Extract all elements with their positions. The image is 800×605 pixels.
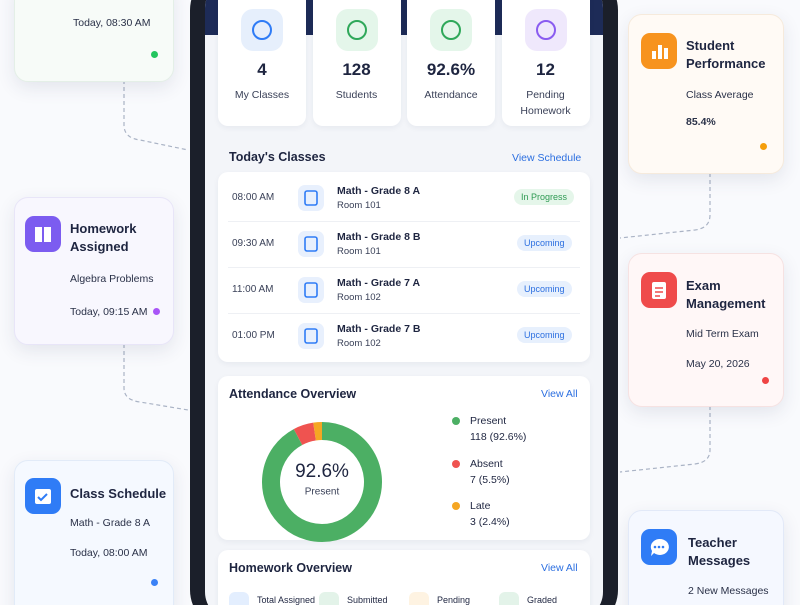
stat-icon (241, 9, 283, 51)
section-title: Attendance Overview (229, 387, 357, 401)
activity-card: Today, 08:30 AM (14, 0, 174, 82)
card-title: Teacher Messages (688, 535, 751, 568)
class-icon (298, 231, 324, 257)
card-icon (641, 33, 677, 69)
row-divider (228, 221, 580, 222)
stat-value: 4 (257, 60, 267, 79)
stat-label: Students (335, 89, 378, 101)
card-date: May 20, 2026 (686, 358, 750, 370)
class-room: Room 101 (337, 200, 381, 211)
card-time: Today, 08:30 AM (73, 17, 151, 29)
card-detail: Algebra Problems (70, 273, 154, 285)
stat-value: 12 (536, 60, 555, 79)
legend-name: Late (470, 500, 491, 512)
legend-value: 7 (5.5%) (470, 473, 510, 486)
view-link[interactable]: View Schedule (512, 152, 582, 164)
homework-label: Total Assigned (257, 595, 316, 605)
homework-panel (218, 550, 590, 605)
card-time: Today, 08:00 AM (70, 547, 148, 559)
info-card: Exam Management Mid Term Exam May 20, 20… (628, 253, 784, 407)
donut-segment (262, 422, 382, 542)
class-time: 01:00 PM (232, 330, 275, 341)
stat-label: Attendance (424, 89, 478, 101)
legend-name: Present (470, 415, 507, 427)
homework-label: Graded (527, 595, 558, 605)
class-time: 09:30 AM (232, 238, 275, 249)
card-title: Homework Assigned (70, 221, 137, 254)
view-link[interactable]: View All (541, 562, 578, 574)
status-dot (762, 377, 769, 384)
class-name: Math - Grade 8 B (337, 231, 421, 243)
class-room: Room 102 (337, 338, 381, 349)
status-badge[interactable]: In Progress (514, 189, 575, 205)
stat-icon (430, 9, 472, 51)
legend-dot (452, 502, 460, 510)
stat-label: Pending Homework (520, 89, 571, 117)
row-divider (228, 313, 580, 314)
activity-card: Class Schedule Math - Grade 8 A Today, 0… (14, 460, 174, 605)
card-icon (25, 216, 61, 252)
legend-value: 3 (2.4%) (470, 516, 510, 528)
info-card: Teacher Messages 2 New Messages (628, 510, 784, 605)
homework-icon (229, 592, 249, 605)
donut-segment (293, 422, 317, 446)
class-name: Math - Grade 7 B (337, 323, 421, 335)
class-room: Room 101 (337, 246, 381, 257)
donut-segment (313, 422, 323, 441)
card-detail: Math - Grade 8 A (70, 517, 150, 529)
stat-icon (524, 9, 567, 51)
legend-dot (452, 417, 460, 425)
card-title: Class Schedule (70, 486, 167, 501)
class-name: Math - Grade 7 A (337, 277, 421, 289)
homework-icon (319, 592, 339, 605)
homework-icon (409, 592, 429, 605)
stat-value: 92.6% (426, 60, 476, 79)
status-badge[interactable]: Upcoming (517, 235, 572, 251)
row-divider (228, 267, 580, 268)
card-icon (25, 478, 61, 514)
card-detail: Mid Term Exam (686, 328, 759, 340)
class-icon (298, 277, 324, 303)
card-time: Today, 09:15 AM (70, 306, 148, 318)
activity-card: Homework Assigned Algebra Problems Today… (14, 197, 174, 345)
card-icon (641, 272, 677, 308)
class-time: 08:00 AM (232, 192, 275, 203)
stat-value: 128 (342, 60, 371, 79)
status-badge[interactable]: Upcoming (517, 281, 572, 297)
donut-value: 92.6% (295, 461, 349, 482)
section-title: Homework Overview (229, 561, 352, 575)
donut-label: Present (305, 487, 340, 498)
card-icon (641, 529, 677, 565)
legend-dot (452, 459, 460, 468)
class-room: Room 102 (337, 292, 381, 303)
card-value: 85.4% (686, 116, 716, 128)
class-icon (298, 323, 324, 349)
class-time: 11:00 AM (232, 284, 274, 295)
donut-chart: 92.6% Present (262, 422, 382, 542)
section-title: Today's Classes (229, 150, 326, 164)
status-badge[interactable]: Upcoming (517, 327, 572, 343)
view-link[interactable]: View All (541, 388, 578, 400)
class-icon (298, 185, 324, 211)
card-title: Student Performance (686, 38, 766, 71)
status-dot (153, 308, 160, 315)
card-detail: Class Average (686, 89, 754, 101)
stat-icon (335, 9, 378, 51)
class-name: Math - Grade 8 A (337, 185, 421, 197)
legend-name: Absent (470, 457, 503, 470)
stat-label: My Classes (234, 89, 290, 101)
status-dot (151, 579, 158, 586)
homework-label: Submitted (347, 595, 388, 605)
legend-value: 118 (92.6%) (470, 431, 527, 443)
homework-label: Pending (437, 595, 471, 605)
status-dot (760, 143, 767, 150)
card-detail: 2 New Messages (688, 585, 769, 597)
info-card: Student Performance Class Average 85.4% (628, 14, 784, 174)
homework-icon (499, 592, 519, 605)
card-title: Exam Management (686, 278, 766, 311)
status-dot (151, 51, 158, 58)
